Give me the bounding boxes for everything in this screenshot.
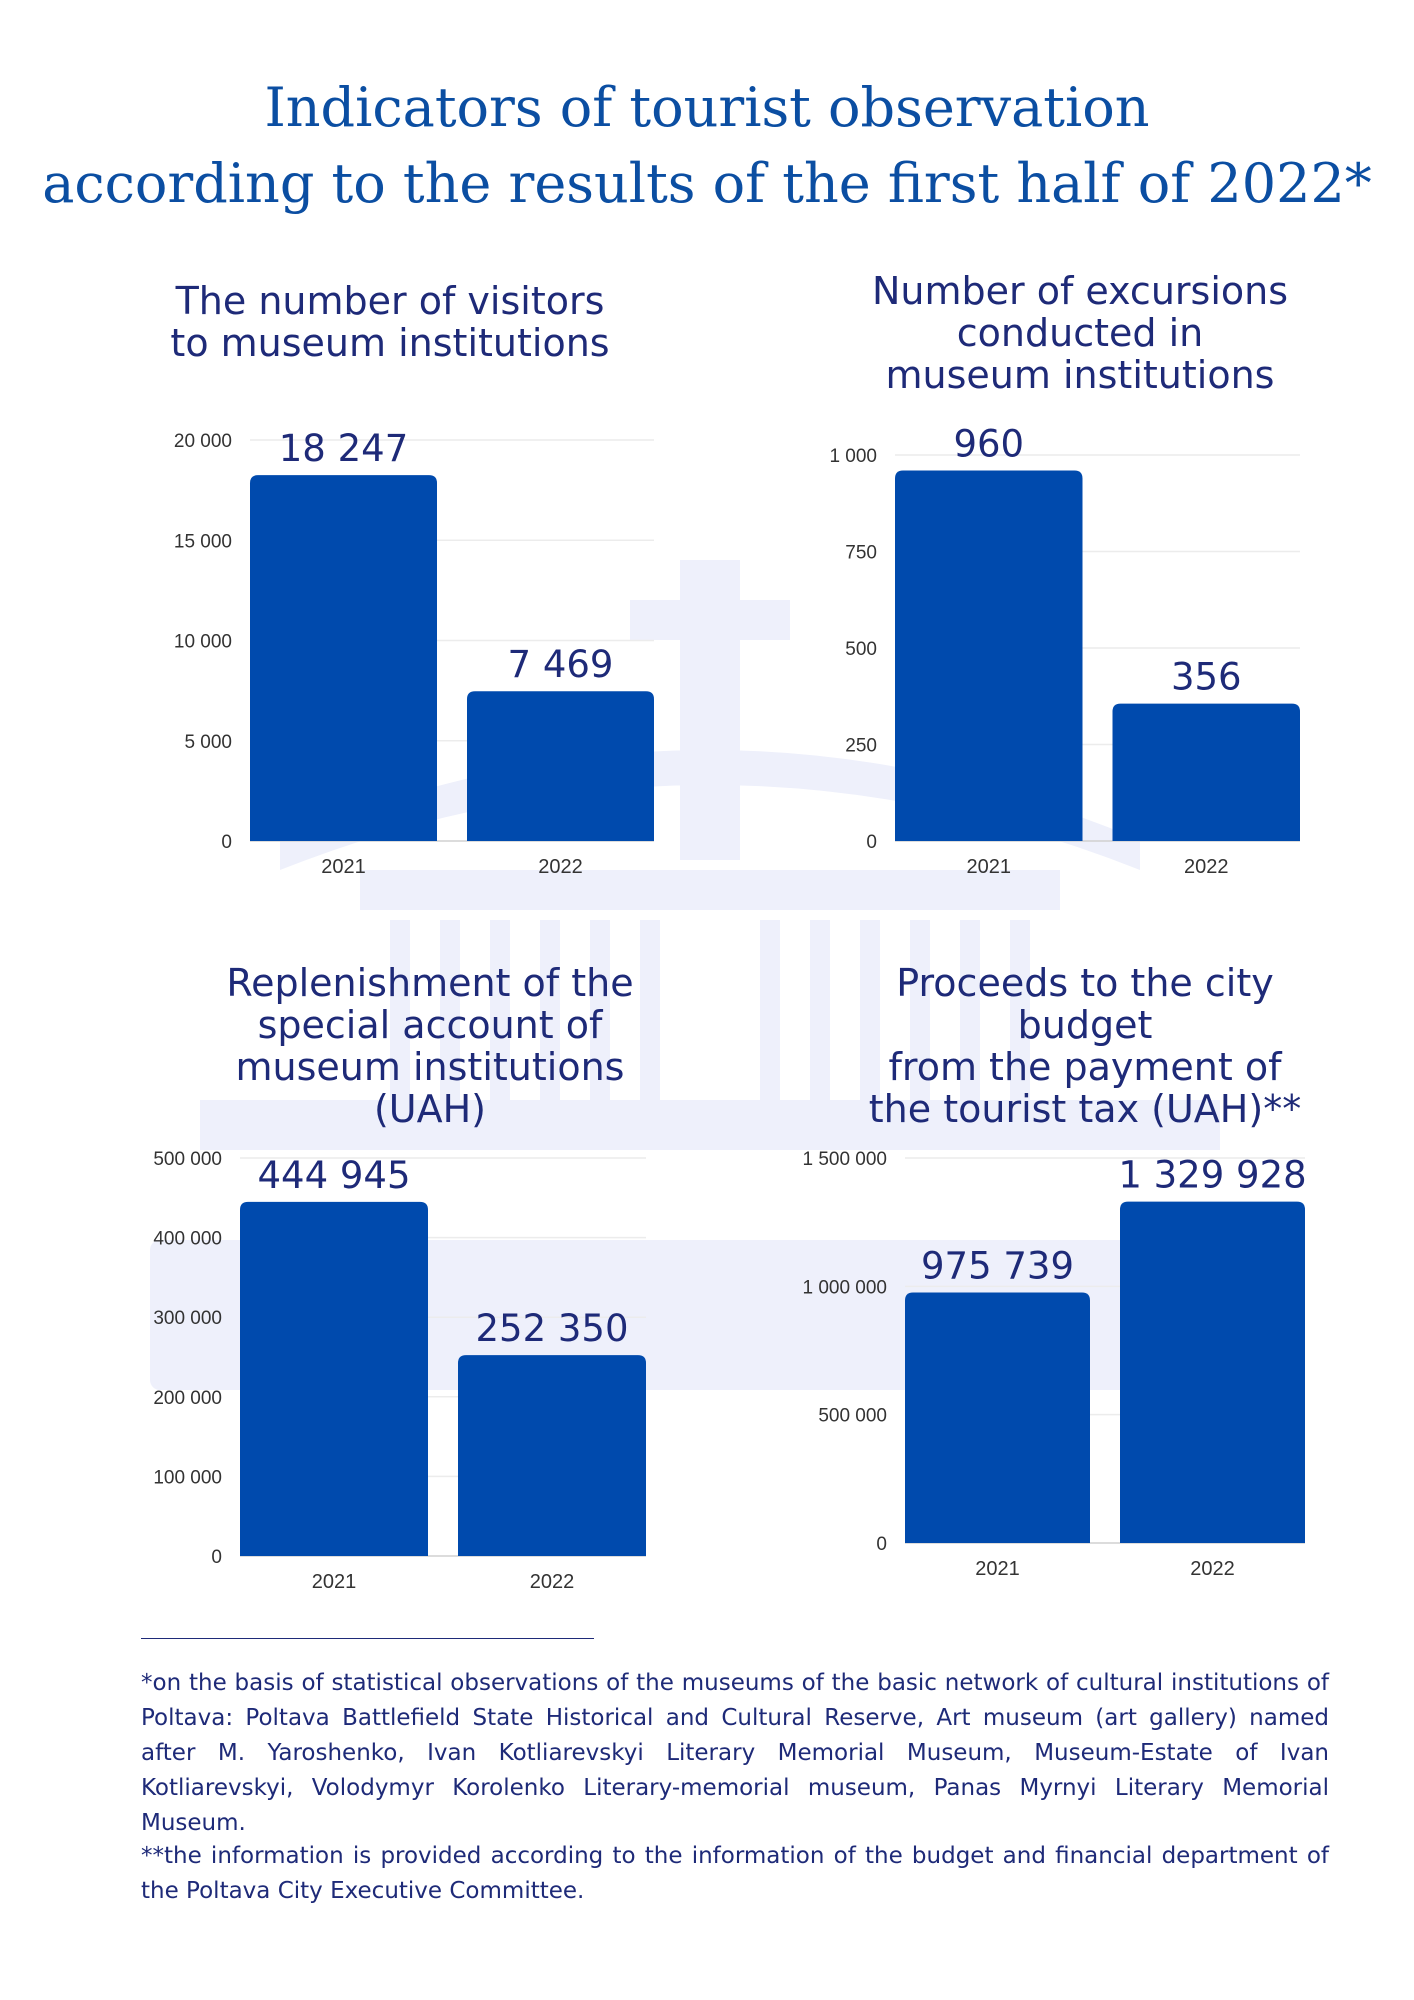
bar-2022 [1120, 1201, 1305, 1543]
bar-2022 [467, 691, 654, 841]
x-category-label: 2022 [538, 856, 583, 878]
chart-title-line: from the payment of [888, 1045, 1282, 1089]
chart-excursions-title: Number of excursions conducted in museum… [790, 270, 1370, 396]
chart-title-line: museum institutions [885, 353, 1275, 397]
bar-2022 [458, 1355, 646, 1556]
data-label: 356 [1171, 656, 1242, 699]
y-tick-label: 1 000 [829, 446, 877, 467]
chart-visitors-title: The number of visitors to museum institu… [110, 280, 670, 364]
chart-title-line: to museum institutions [170, 321, 610, 365]
chart-special-account-title: Replenishment of the special account of … [140, 962, 720, 1130]
y-tick-label: 5 000 [184, 732, 232, 753]
y-tick-label: 0 [221, 832, 232, 853]
x-category-label: 2021 [975, 1558, 1020, 1580]
chart-title-line: The number of visitors [175, 279, 605, 323]
y-tick-label: 100 000 [153, 1467, 222, 1488]
y-tick-label: 500 000 [818, 1406, 887, 1427]
x-category-label: 2021 [321, 856, 366, 878]
chart-title-line: special account of [257, 1003, 603, 1047]
chart-title-line: Replenishment of the [226, 961, 634, 1005]
bar-2021 [905, 1292, 1090, 1543]
x-category-label: 2022 [1190, 1558, 1235, 1580]
x-category-label: 2022 [1184, 856, 1229, 878]
bar-2022 [1112, 703, 1300, 841]
x-category-label: 2021 [312, 1571, 357, 1593]
chart-title-line: Number of excursions [871, 269, 1289, 313]
data-label: 18 247 [279, 427, 408, 470]
y-tick-label: 0 [866, 832, 877, 853]
y-tick-label: 300 000 [153, 1308, 222, 1329]
data-label: 252 350 [475, 1307, 628, 1350]
data-label: 960 [953, 422, 1024, 465]
y-tick-label: 20 000 [174, 431, 232, 452]
y-tick-label: 750 [845, 543, 877, 564]
data-label: 1 329 928 [1118, 1154, 1306, 1197]
y-tick-label: 10 000 [174, 632, 232, 653]
bar-2021 [240, 1201, 428, 1556]
data-label: 975 739 [921, 1245, 1074, 1288]
page-title: Indicators of tourist observation accord… [0, 70, 1414, 222]
chart-title-line: museum institutions [235, 1045, 625, 1089]
y-tick-label: 0 [876, 1534, 887, 1555]
chart-title-line: (UAH) [373, 1087, 487, 1131]
bar-2021 [250, 475, 437, 841]
data-label: 444 945 [257, 1154, 410, 1197]
data-label: 7 469 [508, 643, 614, 686]
y-tick-label: 400 000 [153, 1229, 222, 1250]
chart-tourist-tax-title: Proceeds to the city budget from the pay… [820, 962, 1350, 1130]
bar-2021 [895, 470, 1083, 841]
footnote-2: **the information is provided according … [141, 1843, 1329, 1904]
y-tick-label: 1 500 000 [802, 1149, 887, 1170]
y-tick-label: 200 000 [153, 1388, 222, 1409]
page-title-line-2: according to the results of the first ha… [42, 152, 1372, 215]
y-tick-label: 0 [211, 1547, 222, 1568]
chart-title-line: Proceeds to the city [896, 961, 1274, 1005]
y-tick-label: 500 [845, 639, 877, 660]
x-category-label: 2022 [530, 1571, 575, 1593]
y-tick-label: 1 000 000 [802, 1277, 887, 1298]
y-tick-label: 500 000 [153, 1149, 222, 1170]
x-category-label: 2021 [967, 856, 1012, 878]
chart-title-line: the tourist tax (UAH)** [868, 1087, 1302, 1131]
y-tick-label: 15 000 [174, 531, 232, 552]
page-title-line-1: Indicators of tourist observation [264, 76, 1150, 139]
chart-title-line: conducted in [956, 311, 1204, 355]
y-tick-label: 250 [845, 736, 877, 757]
footnote-divider [141, 1638, 594, 1639]
footnote-1: *on the basis of statistical observation… [141, 1670, 1329, 1836]
chart-title-line: budget [1017, 1003, 1153, 1047]
